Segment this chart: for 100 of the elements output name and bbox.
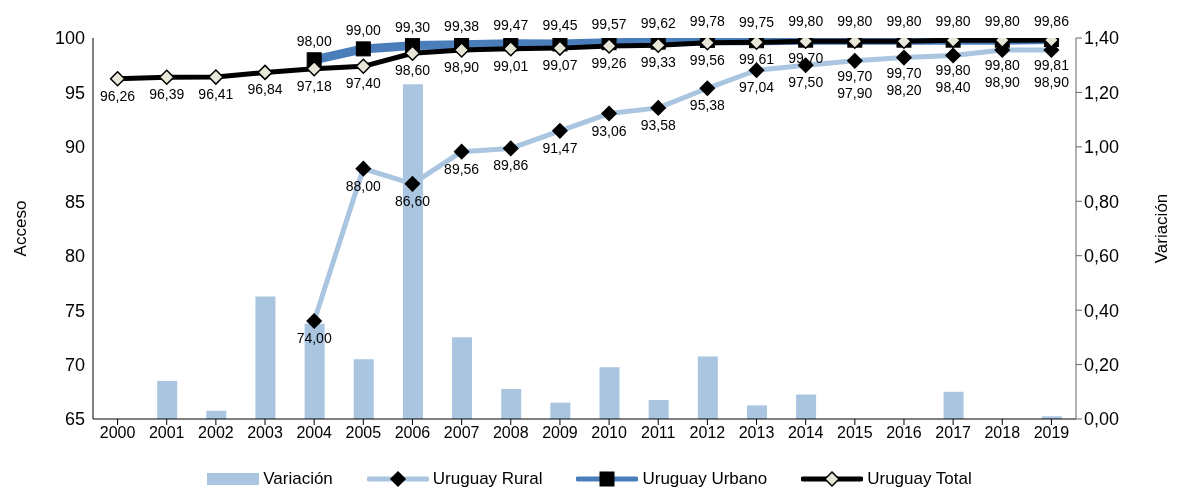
data-label: 93,06 bbox=[591, 122, 627, 139]
bar bbox=[157, 380, 178, 419]
y2-tick-label: 0,60 bbox=[1084, 246, 1120, 267]
data-label: 96,39 bbox=[149, 86, 185, 103]
data-label: 99,86 bbox=[1033, 12, 1070, 29]
data-label: 99,38 bbox=[444, 17, 480, 34]
data-label: 98,00 bbox=[296, 32, 332, 49]
y2-tick-label: 0,40 bbox=[1084, 300, 1120, 321]
y-axis-title: Acceso bbox=[11, 200, 31, 257]
x-tick-label: 2019 bbox=[1033, 424, 1070, 442]
x-tick-label: 2010 bbox=[591, 424, 627, 442]
legend-label: Uruguay Rural bbox=[432, 469, 543, 489]
bar bbox=[255, 296, 276, 419]
y2-tick-label: 1,20 bbox=[1084, 82, 1120, 103]
data-label: 89,56 bbox=[444, 160, 480, 177]
point bbox=[257, 64, 273, 81]
x-tick-label: 2012 bbox=[689, 424, 726, 442]
data-label: 97,90 bbox=[837, 84, 873, 101]
x-tick-label: 2001 bbox=[148, 424, 185, 442]
data-label: 99,80 bbox=[837, 13, 873, 30]
data-label: 99,80 bbox=[984, 13, 1020, 30]
y2-tick-label: 1,40 bbox=[1084, 28, 1120, 49]
x-tick-label: 2004 bbox=[296, 424, 333, 442]
data-label: 98,90 bbox=[444, 58, 480, 75]
point bbox=[552, 40, 568, 56]
data-label: 99,26 bbox=[591, 55, 627, 72]
data-label: 96,41 bbox=[198, 86, 234, 103]
y2-tick-label: 0,20 bbox=[1084, 354, 1120, 375]
point bbox=[109, 70, 126, 87]
data-label: 98,40 bbox=[935, 79, 971, 96]
y-tick-label: 100 bbox=[54, 28, 85, 49]
data-label: 99,07 bbox=[542, 57, 578, 74]
point bbox=[158, 69, 175, 86]
data-label: 99,61 bbox=[739, 51, 775, 68]
data-label: 99,56 bbox=[689, 51, 726, 68]
y-tick-label: 85 bbox=[64, 191, 85, 212]
x-tick-label: 2003 bbox=[247, 424, 283, 442]
x-tick-label: 2000 bbox=[99, 424, 136, 442]
bar bbox=[697, 356, 718, 419]
x-tick-label: 2013 bbox=[738, 424, 775, 442]
x-tick-label: 2005 bbox=[345, 424, 382, 442]
data-label: 93,58 bbox=[640, 116, 676, 133]
data-label: 99,80 bbox=[886, 13, 922, 30]
x-tick-label: 2007 bbox=[443, 424, 480, 442]
data-label: 98,20 bbox=[886, 81, 922, 98]
point bbox=[453, 42, 470, 58]
data-label: 99,01 bbox=[493, 57, 529, 74]
data-label: 97,40 bbox=[345, 75, 382, 92]
x-tick-label: 2002 bbox=[198, 424, 234, 442]
data-label: 99,80 bbox=[984, 56, 1020, 73]
data-label: 98,90 bbox=[1033, 73, 1070, 90]
data-label: 98,60 bbox=[394, 62, 431, 79]
data-label: 99,62 bbox=[640, 15, 676, 32]
data-label: 91,47 bbox=[542, 139, 578, 156]
bar bbox=[648, 399, 669, 419]
data-label: 96,84 bbox=[247, 81, 283, 98]
legend-label: Variación bbox=[263, 469, 333, 489]
data-label: 99,81 bbox=[1033, 56, 1070, 73]
x-tick-label: 2011 bbox=[641, 424, 676, 442]
data-label: 99,80 bbox=[935, 62, 971, 79]
y-tick-label: 95 bbox=[64, 82, 85, 103]
data-label: 97,18 bbox=[296, 77, 332, 94]
y2-tick-label: 0,00 bbox=[1084, 409, 1120, 430]
point bbox=[208, 69, 224, 85]
data-label: 99,70 bbox=[886, 64, 922, 81]
point bbox=[503, 41, 519, 57]
y2-tick-label: 0,80 bbox=[1084, 191, 1120, 212]
data-label: 99,30 bbox=[394, 18, 431, 35]
y-tick-label: 80 bbox=[64, 246, 85, 267]
y-tick-label: 65 bbox=[64, 409, 85, 430]
y2-axis-title: Variación bbox=[1152, 193, 1172, 264]
data-label: 99,57 bbox=[591, 15, 627, 32]
bar bbox=[746, 405, 767, 419]
legend-label: Uruguay Urbano bbox=[642, 469, 768, 489]
data-label: 99,70 bbox=[788, 50, 824, 67]
y-tick-label: 90 bbox=[64, 137, 85, 158]
x-tick-label: 2009 bbox=[542, 424, 578, 442]
data-label: 99,80 bbox=[788, 13, 824, 30]
x-tick-label: 2017 bbox=[935, 424, 972, 442]
point bbox=[404, 45, 421, 61]
legend-label: Uruguay Total bbox=[867, 469, 972, 489]
data-label: 99,00 bbox=[345, 21, 382, 38]
data-label: 99,75 bbox=[739, 13, 775, 30]
data-label: 95,38 bbox=[689, 97, 726, 114]
x-tick-label: 2006 bbox=[394, 424, 431, 442]
x-tick-label: 2008 bbox=[492, 424, 529, 442]
data-label: 99,45 bbox=[542, 16, 578, 33]
data-label: 97,50 bbox=[788, 74, 824, 91]
data-label: 98,90 bbox=[984, 73, 1020, 90]
bar bbox=[452, 337, 473, 419]
x-tick-label: 2015 bbox=[837, 424, 873, 442]
data-label: 88,00 bbox=[345, 177, 382, 194]
x-tick-label: 2018 bbox=[984, 424, 1021, 442]
bar bbox=[550, 402, 571, 419]
bar bbox=[943, 391, 964, 419]
data-label: 99,78 bbox=[689, 13, 726, 30]
data-label: 74,00 bbox=[296, 330, 332, 347]
data-label: 99,47 bbox=[493, 16, 529, 33]
data-label: 89,86 bbox=[493, 157, 529, 174]
data-label: 99,80 bbox=[935, 13, 971, 30]
